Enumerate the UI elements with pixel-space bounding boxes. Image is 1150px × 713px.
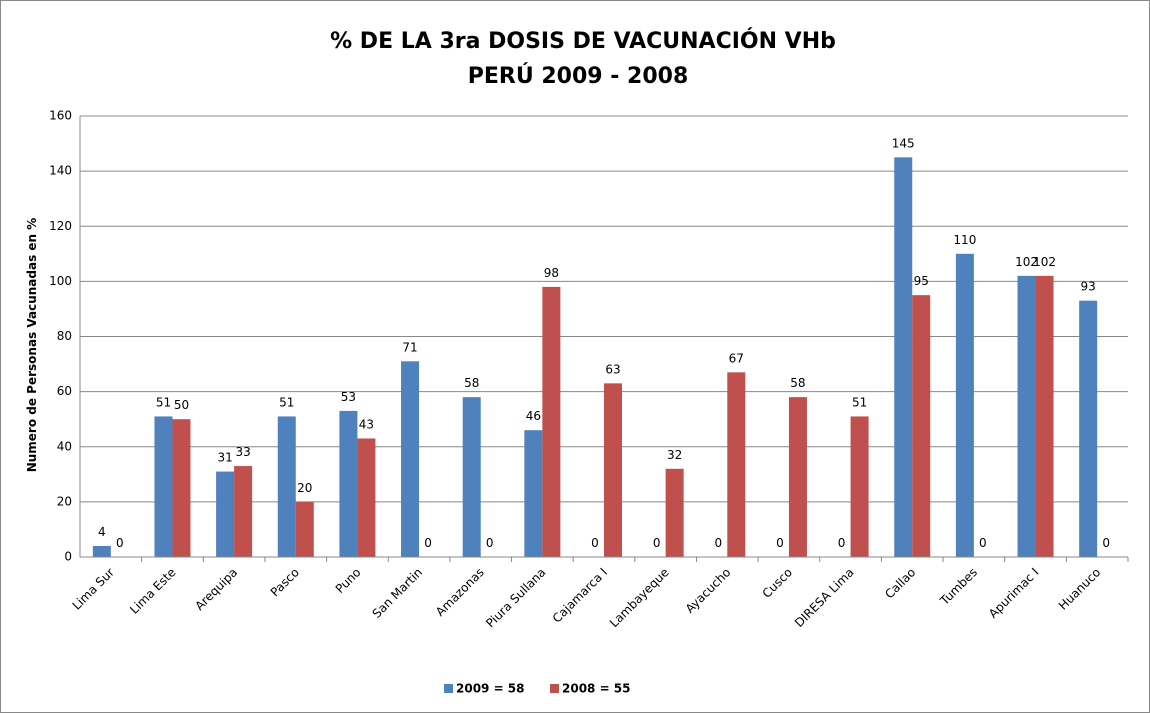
value-label: 71: [402, 340, 417, 354]
bar: [850, 416, 869, 557]
value-label: 0: [591, 536, 599, 550]
value-label: 63: [605, 362, 620, 376]
legend-swatch: [550, 684, 559, 693]
bar: [172, 419, 191, 557]
bar: [912, 295, 931, 557]
bar: [1079, 300, 1098, 557]
bar: [955, 253, 974, 557]
value-label: 0: [486, 536, 494, 550]
value-label: 33: [235, 445, 250, 459]
bar: [462, 397, 481, 557]
value-label: 58: [790, 376, 805, 390]
value-label: 51: [156, 395, 171, 409]
value-label: 58: [464, 376, 479, 390]
value-label: 145: [892, 136, 915, 150]
bar: [277, 416, 296, 557]
value-label: 93: [1081, 280, 1096, 294]
y-tick-label: 140: [49, 164, 72, 178]
value-label: 0: [979, 536, 987, 550]
y-tick-label: 160: [49, 109, 72, 123]
value-label: 51: [852, 395, 867, 409]
value-label: 0: [776, 536, 784, 550]
value-label: 0: [714, 536, 722, 550]
value-label: 31: [217, 451, 232, 465]
value-label: 53: [341, 390, 356, 404]
value-label: 46: [526, 409, 541, 423]
bar: [234, 466, 253, 557]
bar: [295, 501, 314, 557]
legend-label: 2008 = 55: [562, 682, 631, 696]
y-tick-label: 60: [57, 384, 72, 398]
legend-label: 2009 = 58: [456, 682, 525, 696]
bar: [216, 471, 235, 557]
value-label: 0: [116, 536, 124, 550]
value-label: 0: [838, 536, 846, 550]
value-label: 98: [544, 266, 559, 280]
y-tick-label: 80: [57, 329, 72, 343]
chart-subtitle: PERÚ 2009 - 2008: [468, 63, 689, 89]
value-label: 51: [279, 395, 294, 409]
value-label: 95: [914, 274, 929, 288]
value-label: 0: [424, 536, 432, 550]
bar: [788, 397, 807, 557]
bar: [665, 468, 684, 557]
bar: [542, 286, 561, 557]
value-label: 102: [1033, 255, 1056, 269]
y-tick-label: 100: [49, 274, 72, 288]
y-tick-label: 20: [57, 494, 72, 508]
bar: [1017, 275, 1036, 557]
y-tick-label: 40: [57, 439, 72, 453]
bar: [727, 372, 746, 557]
value-label: 67: [729, 351, 744, 365]
bar: [1035, 275, 1054, 557]
bar: [604, 383, 622, 557]
value-label: 102: [1015, 255, 1038, 269]
value-label: 50: [174, 398, 189, 412]
value-label: 0: [1102, 536, 1110, 550]
bar: [154, 416, 173, 557]
chart-title: % DE LA 3ra DOSIS DE VACUNACIÓN VHb: [330, 28, 836, 54]
bar: [401, 361, 420, 557]
bar: [524, 430, 543, 557]
value-label: 0: [653, 536, 661, 550]
bar: [357, 438, 376, 557]
value-label: 110: [953, 233, 976, 247]
bar: [92, 545, 111, 557]
value-label: 4: [98, 525, 106, 539]
value-label: 43: [359, 417, 374, 431]
legend-swatch: [444, 684, 453, 693]
y-tick-label: 120: [49, 219, 72, 233]
value-label: 20: [297, 481, 312, 495]
bar: [894, 157, 913, 557]
value-label: 32: [667, 448, 682, 462]
bar: [339, 410, 358, 557]
y-tick-label: 0: [64, 550, 72, 564]
y-axis-title: Numero de Personas Vacunadas en %: [25, 218, 39, 473]
